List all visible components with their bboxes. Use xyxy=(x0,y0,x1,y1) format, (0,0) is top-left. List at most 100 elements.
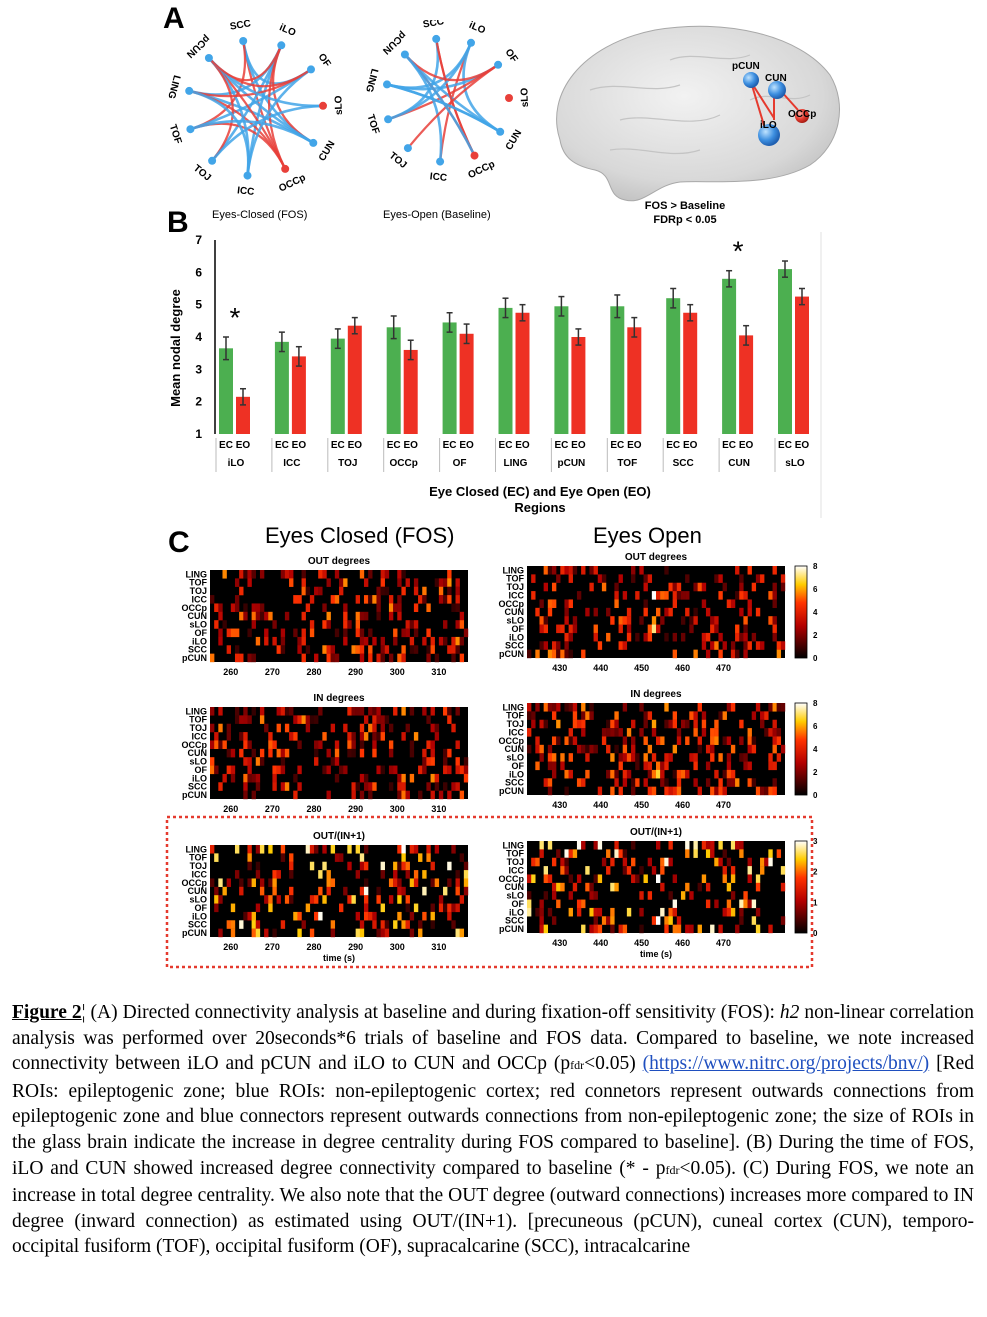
heatmap-cell xyxy=(693,753,698,762)
heatmap-cell xyxy=(397,653,402,663)
heatmap-cell xyxy=(230,765,236,775)
heatmap-cell xyxy=(735,924,740,934)
heatmap-cell xyxy=(568,703,573,712)
col-title-eyes-open: Eyes Open xyxy=(593,523,702,548)
bar-ec-slo xyxy=(778,269,792,434)
heatmap-cell xyxy=(347,748,352,758)
heatmap-cell xyxy=(776,641,782,650)
heatmap-cell xyxy=(463,628,469,638)
heatmap-cell xyxy=(697,744,702,754)
heatmap-cell xyxy=(243,715,248,724)
heatmap-cell xyxy=(672,899,678,909)
heatmap-cell xyxy=(718,649,723,659)
heatmap-cell xyxy=(710,728,715,737)
heatmap-cell xyxy=(597,641,603,650)
heatmap-cell xyxy=(222,886,227,896)
heatmap-cell xyxy=(214,886,219,896)
caption-part5: <0.05). (C) During FOS, we note an incre… xyxy=(12,1157,975,1258)
heatmap-cell xyxy=(685,607,690,617)
heatmap-cell xyxy=(380,570,385,579)
heatmap-cell xyxy=(535,649,540,659)
heatmap-cell xyxy=(318,570,323,579)
heatmap-cell xyxy=(355,628,361,638)
heatmap-cell xyxy=(239,653,244,663)
heatmap-cell xyxy=(672,719,678,729)
heatmap-cell xyxy=(668,857,673,867)
heatmap-cell xyxy=(664,916,669,925)
heatmap-cell xyxy=(289,861,294,871)
heatmap-x-tick: 450 xyxy=(634,800,649,810)
heatmap-cell xyxy=(651,624,657,634)
heatmap-cell xyxy=(568,849,573,858)
heatmap-cell xyxy=(334,595,340,604)
heatmap-cell xyxy=(564,849,569,858)
heatmap-cell xyxy=(601,728,607,737)
heatmap-cell xyxy=(251,707,256,716)
heatmap-cell xyxy=(622,866,628,875)
heatmap-cell xyxy=(393,861,398,871)
heatmap-cell xyxy=(243,707,248,716)
heatmap-row-label: pCUN xyxy=(499,924,524,934)
heatmap-cell xyxy=(560,882,565,892)
heatmap-cell xyxy=(455,757,460,766)
heatmap-cell xyxy=(289,707,294,716)
heatmap-cell xyxy=(527,711,532,720)
heatmap-cell xyxy=(614,882,619,892)
heatmap-cell xyxy=(660,857,665,867)
heatmap-cell xyxy=(693,849,698,858)
heatmap-cell xyxy=(276,765,281,775)
heatmap-cell xyxy=(393,603,398,613)
heatmap-cell xyxy=(326,870,331,879)
heatmap-x-tick: 260 xyxy=(223,667,238,677)
graph-node-occp xyxy=(470,151,479,160)
heatmap-cell xyxy=(247,845,252,854)
heatmap-cell xyxy=(739,591,744,600)
heatmap-cell xyxy=(363,886,369,896)
heatmap-cell xyxy=(355,707,361,716)
bar-eo-ling xyxy=(515,312,530,434)
bar-eo-pcun xyxy=(571,337,586,434)
heatmap-cell xyxy=(380,732,385,741)
heatmap-cell xyxy=(289,895,294,904)
heatmap-cell xyxy=(551,736,557,746)
heatmap-cell xyxy=(430,723,435,733)
caption-link[interactable]: (https://www.nitrc.org/projects/bnv/) xyxy=(642,1053,930,1075)
heatmap-cell xyxy=(755,607,761,617)
heatmap-cell xyxy=(355,845,361,854)
heatmap-cell xyxy=(710,624,715,634)
heatmap-cell xyxy=(409,707,415,716)
heatmap-row-label: TOJ xyxy=(190,586,207,596)
heatmap-cell xyxy=(589,566,594,575)
heatmap-row-label: LING xyxy=(503,565,525,575)
heatmap-cell xyxy=(376,886,381,896)
heatmap-cell xyxy=(647,624,653,634)
panel-c-label: C xyxy=(168,526,190,559)
heatmap-row-label: TOJ xyxy=(190,723,207,733)
heatmap-cell xyxy=(210,723,215,733)
heatmap-cell xyxy=(747,899,752,909)
heatmap-cell xyxy=(247,911,252,921)
heatmap-cell xyxy=(343,628,348,638)
graph-edge xyxy=(246,68,312,176)
heatmap-cell xyxy=(730,769,736,779)
heatmap-cell xyxy=(434,653,440,663)
heatmap-cell xyxy=(259,715,265,724)
heatmap-cell xyxy=(639,703,644,712)
category-label-ling: LING xyxy=(504,458,528,469)
heatmap-cell xyxy=(772,616,777,625)
heatmap-cell xyxy=(372,636,377,646)
heatmap-cell xyxy=(697,703,702,712)
heatmap-cell xyxy=(581,728,586,737)
heatmap-cell xyxy=(259,570,265,579)
heatmap-cell xyxy=(568,728,573,737)
heatmap-cell xyxy=(218,782,223,791)
heatmap-cell xyxy=(284,895,290,904)
heatmap-cell xyxy=(401,653,406,663)
heatmap-cell xyxy=(626,728,632,737)
heatmap-cell xyxy=(564,857,569,867)
heatmap-cell xyxy=(710,616,715,625)
heatmap-cell xyxy=(631,753,636,762)
heatmap-cell xyxy=(705,632,711,642)
heatmap-cell xyxy=(214,732,219,741)
heatmap-cell xyxy=(438,586,444,596)
